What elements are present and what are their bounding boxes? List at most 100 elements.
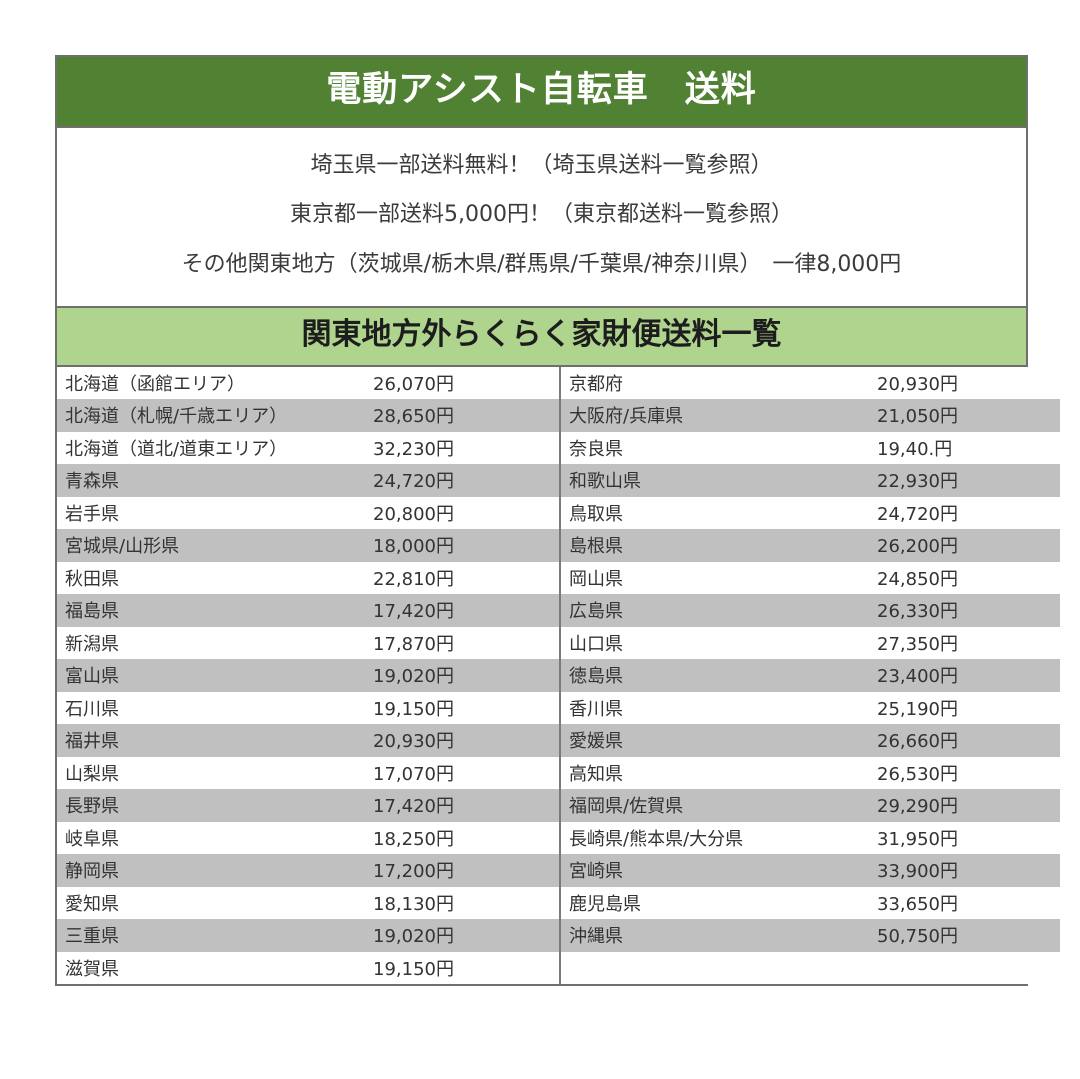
area-cell-right: 広島県	[559, 594, 869, 627]
fee-cell-left: 22,810円	[365, 561, 560, 594]
fee-cell-left: 17,200円	[365, 854, 560, 887]
fee-cell-right: 19,40.円	[869, 431, 1060, 464]
area-cell-left: 福島県	[57, 594, 365, 627]
fee-cell-right: 26,330円	[869, 594, 1060, 627]
area-cell-left: 静岡県	[57, 854, 365, 887]
table-row: 石川県 19,150円 香川県 25,190円	[57, 691, 1060, 724]
table-row: 三重県 19,020円 沖縄県 50,750円	[57, 919, 1060, 952]
table-row: 福島県 17,420円 広島県 26,330円	[57, 594, 1060, 627]
area-cell-right: 鹿児島県	[559, 886, 869, 919]
fee-cell-left: 24,720円	[365, 464, 560, 497]
fee-cell-left: 19,150円	[365, 951, 560, 984]
table-row: 岩手県 20,800円 鳥取県 24,720円	[57, 496, 1060, 529]
area-cell-right: 京都府	[559, 366, 869, 399]
area-cell-right: 大阪府/兵庫県	[559, 399, 869, 432]
fee-cell-right: 29,290円	[869, 789, 1060, 822]
fee-cell-right: 26,530円	[869, 756, 1060, 789]
notice-block: 埼玉県一部送料無料！（埼玉県送料一覧参照） 東京都一部送料5,000円！（東京都…	[57, 127, 1026, 308]
table-row: 秋田県 22,810円 岡山県 24,850円	[57, 561, 1060, 594]
fee-cell-right: 24,850円	[869, 561, 1060, 594]
fee-cell-left: 17,420円	[365, 789, 560, 822]
table-row: 山梨県 17,070円 高知県 26,530円	[57, 756, 1060, 789]
shipping-fee-table: 北海道（函館エリア） 26,070円 京都府 20,930円 北海道（札幌/千歳エリア）…	[57, 366, 1060, 984]
area-cell-left: 新潟県	[57, 626, 365, 659]
notice-line-saitama: 埼玉県一部送料無料！（埼玉県送料一覧参照）	[310, 152, 773, 178]
fee-cell-right: 22,930円	[869, 464, 1060, 497]
area-cell-left: 北海道（札幌/千歳エリア）	[57, 399, 365, 432]
area-cell-right: 奈良県	[559, 431, 869, 464]
section-title-outside-kanto: 関東地方外らくらく家財便送料一覧	[57, 308, 1026, 367]
area-cell-right: 愛媛県	[559, 724, 869, 757]
area-cell-left: 富山県	[57, 659, 365, 692]
fee-cell-right: 20,930円	[869, 366, 1060, 399]
shipping-fee-table-body: 北海道（函館エリア） 26,070円 京都府 20,930円 北海道（札幌/千歳エリア）…	[57, 366, 1060, 984]
fee-cell-left: 18,130円	[365, 886, 560, 919]
area-cell-right: 徳島県	[559, 659, 869, 692]
area-cell-left: 石川県	[57, 691, 365, 724]
fee-cell-right: 26,200円	[869, 529, 1060, 562]
fee-cell-left: 17,870円	[365, 626, 560, 659]
fee-cell-right: 21,050円	[869, 399, 1060, 432]
fee-cell-right: 24,720円	[869, 496, 1060, 529]
area-cell-left: 福井県	[57, 724, 365, 757]
table-row: 新潟県 17,870円 山口県 27,350円	[57, 626, 1060, 659]
fee-cell-left: 20,800円	[365, 496, 560, 529]
table-row: 北海道（道北/道東エリア） 32,230円 奈良県 19,40.円	[57, 431, 1060, 464]
notice-line-kanto: その他関東地方（茨城県/栃木県/群馬県/千葉県/神奈川県） 一律8,000円	[181, 251, 902, 277]
table-row: 宮城県/山形県 18,000円 島根県 26,200円	[57, 529, 1060, 562]
area-cell-right: 高知県	[559, 756, 869, 789]
fee-cell-left: 28,650円	[365, 399, 560, 432]
fee-cell-left: 20,930円	[365, 724, 560, 757]
area-cell-left: 北海道（函館エリア）	[57, 366, 365, 399]
fee-cell-right: 26,660円	[869, 724, 1060, 757]
fee-cell-left: 19,150円	[365, 691, 560, 724]
area-cell-left: 北海道（道北/道東エリア）	[57, 431, 365, 464]
table-row: 岐阜県 18,250円 長崎県/熊本県/大分県 31,950円	[57, 821, 1060, 854]
fee-cell-right: 33,900円	[869, 854, 1060, 887]
fee-cell-left: 32,230円	[365, 431, 560, 464]
fee-cell-right: 31,950円	[869, 821, 1060, 854]
table-row: 青森県 24,720円 和歌山県 22,930円	[57, 464, 1060, 497]
fee-cell-left: 17,420円	[365, 594, 560, 627]
area-cell-left: 岐阜県	[57, 821, 365, 854]
table-row: 福井県 20,930円 愛媛県 26,660円	[57, 724, 1060, 757]
area-cell-left: 三重県	[57, 919, 365, 952]
fee-cell-right: 25,190円	[869, 691, 1060, 724]
table-row: 北海道（札幌/千歳エリア） 28,650円 大阪府/兵庫県 21,050円	[57, 399, 1060, 432]
area-cell-left: 宮城県/山形県	[57, 529, 365, 562]
fee-cell-right: 23,400円	[869, 659, 1060, 692]
area-cell-right: 福岡県/佐賀県	[559, 789, 869, 822]
notice-line-tokyo: 東京都一部送料5,000円！（東京都送料一覧参照）	[290, 202, 793, 227]
fee-cell-left: 19,020円	[365, 659, 560, 692]
table-row: 静岡県 17,200円 宮崎県 33,900円	[57, 854, 1060, 887]
area-cell-left: 愛知県	[57, 886, 365, 919]
page-title: 電動アシスト自転車 送料	[57, 57, 1026, 128]
area-cell-right: 鳥取県	[559, 496, 869, 529]
table-row: 滋賀県 19,150円	[57, 951, 1060, 984]
area-cell-right: 宮崎県	[559, 854, 869, 887]
fee-cell-right: 27,350円	[869, 626, 1060, 659]
area-cell-right: 香川県	[559, 691, 869, 724]
table-row: 愛知県 18,130円 鹿児島県 33,650円	[57, 886, 1060, 919]
table-row: 富山県 19,020円 徳島県 23,400円	[57, 659, 1060, 692]
area-cell-right: 長崎県/熊本県/大分県	[559, 821, 869, 854]
fee-cell-left: 18,000円	[365, 529, 560, 562]
area-cell-left: 山梨県	[57, 756, 365, 789]
area-cell-left: 滋賀県	[57, 951, 365, 984]
area-cell-right: 山口県	[559, 626, 869, 659]
table-row: 北海道（函館エリア） 26,070円 京都府 20,930円	[57, 366, 1060, 399]
area-cell-left: 長野県	[57, 789, 365, 822]
area-cell-right: 沖縄県	[559, 919, 869, 952]
fee-cell-left: 17,070円	[365, 756, 560, 789]
fee-cell-right	[869, 951, 1060, 984]
area-cell-right: 島根県	[559, 529, 869, 562]
fee-cell-left: 18,250円	[365, 821, 560, 854]
shipping-fee-card: 電動アシスト自転車 送料 埼玉県一部送料無料！（埼玉県送料一覧参照） 東京都一部…	[55, 55, 1060, 986]
fee-cell-left: 26,070円	[365, 366, 560, 399]
area-cell-left: 秋田県	[57, 561, 365, 594]
fee-cell-left: 19,020円	[365, 919, 560, 952]
area-cell-left: 青森県	[57, 464, 365, 497]
area-cell-right: 岡山県	[559, 561, 869, 594]
area-cell-left: 岩手県	[57, 496, 365, 529]
